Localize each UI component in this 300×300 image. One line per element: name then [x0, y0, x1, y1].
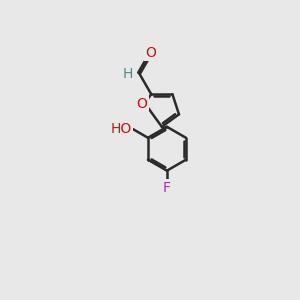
Text: H: H	[122, 67, 133, 81]
Text: HO: HO	[110, 122, 132, 136]
Text: O: O	[136, 97, 147, 111]
Text: O: O	[145, 46, 156, 60]
Text: F: F	[163, 181, 171, 194]
